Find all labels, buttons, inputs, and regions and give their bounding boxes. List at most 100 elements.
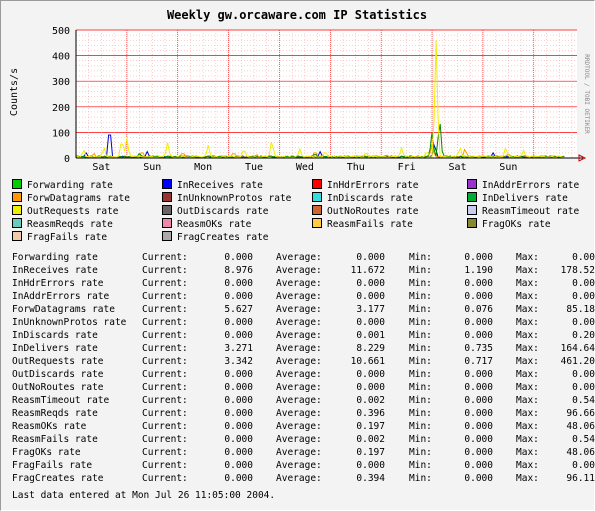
current-label: Current: — [142, 408, 188, 419]
min-label: Min: — [409, 265, 432, 276]
legend-label: ForwDatagrams rate — [27, 193, 130, 204]
chart-title: Weekly gw.orcaware.com IP Statistics — [167, 8, 427, 22]
max-label: Max: — [516, 447, 539, 458]
average-label: Average: — [276, 304, 322, 315]
y-tick-label: 200 — [52, 103, 70, 114]
current-label: Current: — [142, 291, 188, 302]
max-value: 0.54 — [572, 395, 595, 406]
legend-label: ReasmFails rate — [327, 219, 413, 230]
current-value: 0.000 — [224, 447, 253, 458]
legend-swatch — [467, 218, 477, 228]
average-value: 11.672 — [350, 265, 385, 276]
stat-name: OutRequests rate — [12, 356, 104, 367]
legend-label: ReasmOKs rate — [177, 219, 252, 230]
legend-label: OutNoRoutes rate — [327, 206, 419, 217]
current-label: Current: — [142, 317, 188, 328]
min-value: 0.000 — [464, 434, 493, 445]
max-value: 0.00 — [572, 252, 595, 263]
min-value: 0.000 — [464, 421, 493, 432]
average-value: 0.396 — [356, 408, 385, 419]
min-label: Min: — [409, 421, 432, 432]
stats-row: OutRequests rate Current: 3.342 Average: 10.… — [0, 356, 595, 369]
legend-item: FragOKs rate — [467, 218, 551, 230]
legend-swatch — [467, 205, 477, 215]
min-label: Min: — [409, 252, 432, 263]
stat-name: OutNoRoutes rate — [12, 382, 104, 393]
min-value: 0.000 — [464, 252, 493, 263]
current-value: 0.000 — [224, 330, 253, 341]
legend-swatch — [162, 218, 172, 228]
min-label: Min: — [409, 343, 432, 354]
average-value: 3.177 — [356, 304, 385, 315]
min-value: 0.000 — [464, 369, 493, 380]
min-label: Min: — [409, 395, 432, 406]
max-value: 0.54 — [572, 434, 595, 445]
stat-name: InHdrErrors rate — [12, 278, 104, 289]
legend-swatch — [12, 205, 22, 215]
legend-label: FragCreates rate — [177, 232, 269, 243]
average-label: Average: — [276, 356, 322, 367]
current-label: Current: — [142, 330, 188, 341]
average-value: 0.000 — [356, 291, 385, 302]
legend-swatch — [312, 179, 322, 189]
min-value: 0.000 — [464, 395, 493, 406]
average-value: 0.000 — [356, 382, 385, 393]
current-label: Current: — [142, 460, 188, 471]
average-value: 0.000 — [356, 278, 385, 289]
average-value: 0.000 — [356, 317, 385, 328]
max-value: 96.66 — [566, 408, 595, 419]
average-label: Average: — [276, 317, 322, 328]
average-label: Average: — [276, 421, 322, 432]
legend-swatch — [312, 218, 322, 228]
min-label: Min: — [409, 278, 432, 289]
current-value: 0.000 — [224, 421, 253, 432]
x-tick-label: Thu — [347, 162, 365, 173]
current-label: Current: — [142, 304, 188, 315]
legend-swatch — [467, 179, 477, 189]
current-label: Current: — [142, 395, 188, 406]
max-value: 0.00 — [572, 369, 595, 380]
legend-swatch — [162, 231, 172, 241]
stats-row: ReasmOKs rate Current: 0.000 Average: 0.197 M… — [0, 421, 595, 434]
max-value: 0.00 — [572, 291, 595, 302]
current-value: 5.627 — [224, 304, 253, 315]
current-value: 0.000 — [224, 395, 253, 406]
legend-label: OutRequests rate — [27, 206, 119, 217]
average-value: 0.394 — [356, 473, 385, 484]
current-label: Current: — [142, 369, 188, 380]
stat-name: FragFails rate — [12, 460, 93, 471]
current-value: 0.000 — [224, 252, 253, 263]
current-value: 0.000 — [224, 369, 253, 380]
legend-item: InUnknownProtos rate — [162, 192, 291, 204]
max-value: 48.06 — [566, 447, 595, 458]
stat-name: ReasmOKs rate — [12, 421, 87, 432]
legend-item: ReasmReqds rate — [12, 218, 113, 230]
current-value: 0.000 — [224, 434, 253, 445]
max-label: Max: — [516, 356, 539, 367]
stat-name: ReasmReqds rate — [12, 408, 98, 419]
average-label: Average: — [276, 291, 322, 302]
max-label: Max: — [516, 408, 539, 419]
x-tick-label: Tue — [245, 162, 263, 173]
average-label: Average: — [276, 460, 322, 471]
x-tick-label: Fri — [398, 162, 416, 173]
stats-row: InReceives rate Current: 8.976 Average: 11.6… — [0, 265, 595, 278]
y-tick-label: 400 — [52, 52, 70, 63]
min-label: Min: — [409, 291, 432, 302]
current-label: Current: — [142, 252, 188, 263]
stats-row: ReasmReqds rate Current: 0.000 Average: 0.39… — [0, 408, 595, 421]
average-value: 0.002 — [356, 395, 385, 406]
min-label: Min: — [409, 317, 432, 328]
legend-label: InReceives rate — [177, 180, 263, 191]
max-value: 0.00 — [572, 278, 595, 289]
legend-label: ReasmTimeout rate — [482, 206, 580, 217]
stat-name: FragCreates rate — [12, 473, 104, 484]
x-tick-label: Sat — [92, 162, 110, 173]
max-value: 0.00 — [572, 317, 595, 328]
min-label: Min: — [409, 408, 432, 419]
max-value: 48.06 — [566, 421, 595, 432]
max-label: Max: — [516, 382, 539, 393]
stats-row: InHdrErrors rate Current: 0.000 Average: 0.0… — [0, 278, 595, 291]
average-value: 0.000 — [356, 252, 385, 263]
current-value: 0.000 — [224, 382, 253, 393]
